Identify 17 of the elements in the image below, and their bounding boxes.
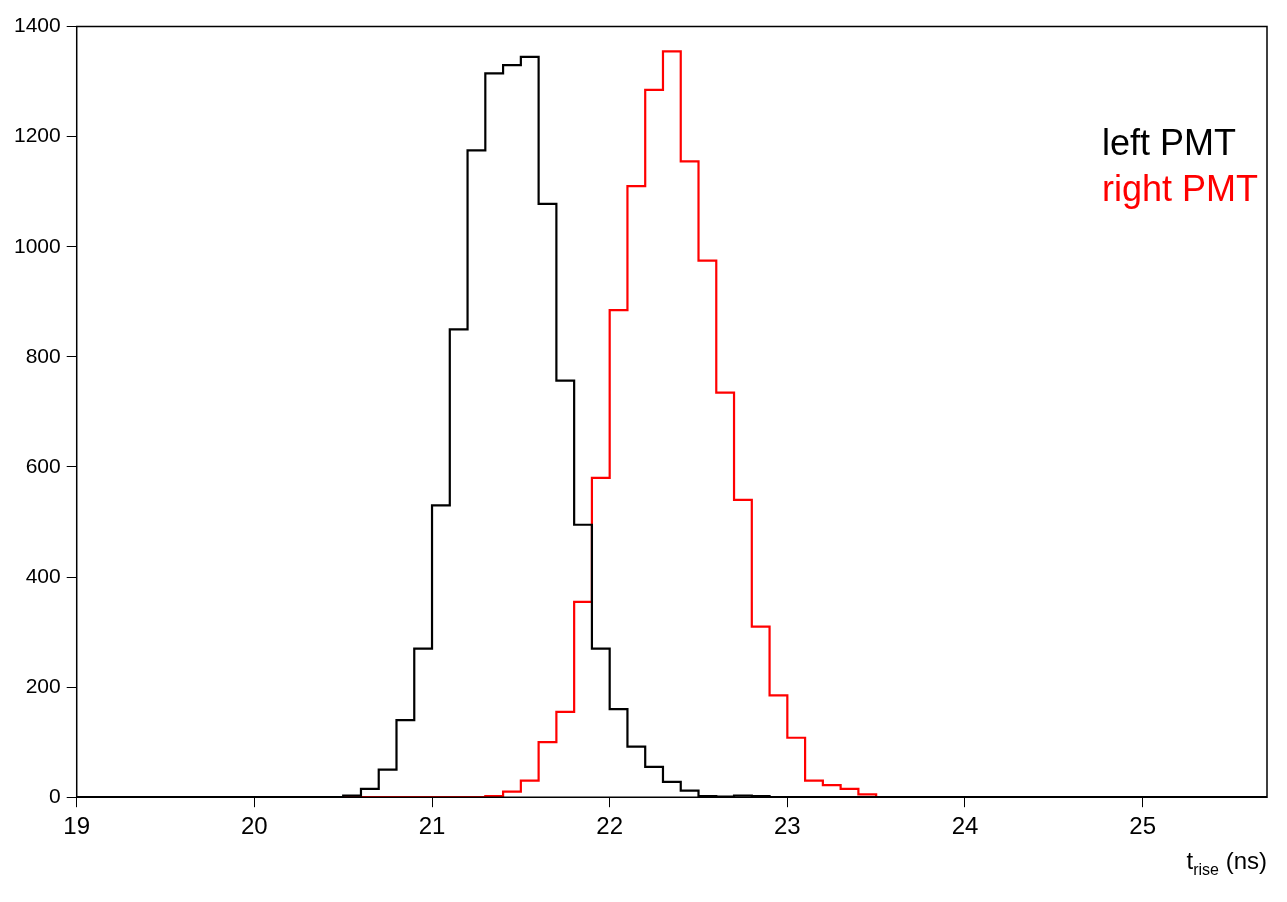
x-tick-label: 25 (1129, 812, 1156, 840)
y-tick-label: 1000 (14, 233, 61, 257)
x-tick-label: 19 (63, 812, 91, 840)
y-tick-label: 200 (25, 673, 61, 697)
text: right PMT (1102, 167, 1259, 209)
x-tick-label: 22 (596, 812, 624, 840)
x-tick-label: 21 (418, 812, 446, 840)
y-tick-label: 1400 (14, 13, 61, 37)
y-tick-label: 0 (49, 784, 61, 807)
x-tick-label: 24 (951, 812, 979, 840)
y-tick-label: 400 (25, 563, 61, 587)
text: left PMT (1102, 121, 1237, 163)
y-tick-label: 600 (25, 453, 61, 477)
y-tick-label: 1200 (14, 123, 61, 147)
y-tick-label: 800 (25, 343, 61, 367)
x-tick-label: 20 (241, 812, 268, 840)
x-tick-label: 23 (773, 812, 801, 840)
